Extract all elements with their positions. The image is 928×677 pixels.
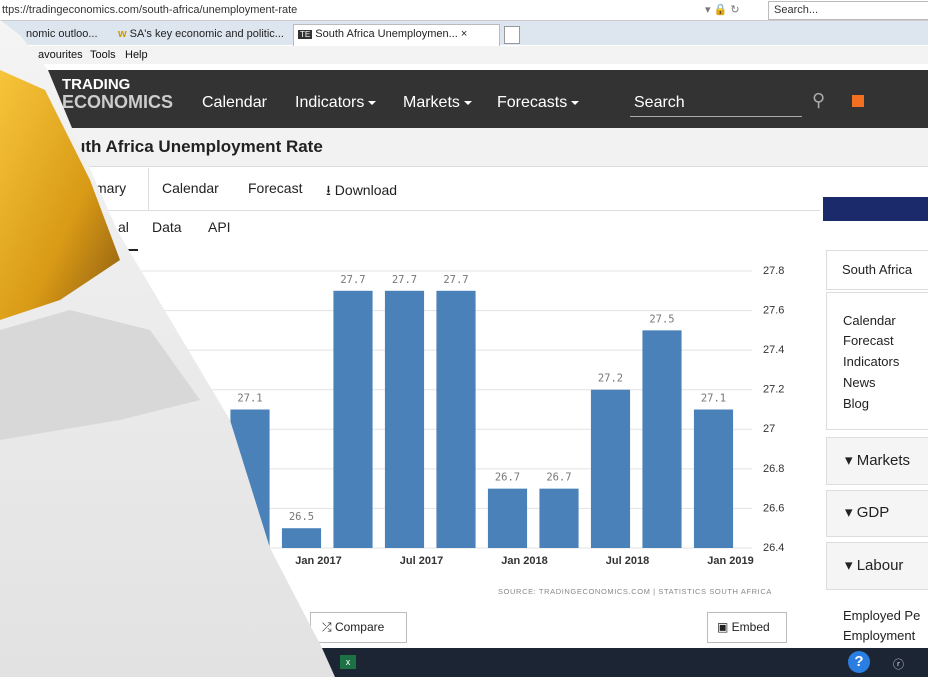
wallpaper-overlay bbox=[0, 0, 928, 677]
page: ttps://tradingeconomics.com/south-africa… bbox=[0, 0, 928, 677]
